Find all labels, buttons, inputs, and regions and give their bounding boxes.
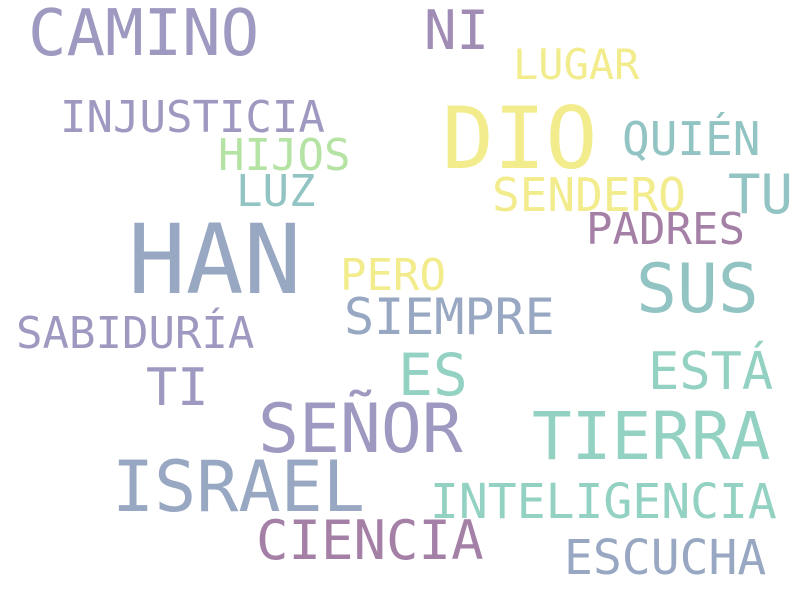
word-siempre: SIEMPRE (344, 288, 555, 346)
word-quien: QUIÉN (622, 112, 761, 166)
word-sendero: SENDERO (492, 168, 686, 222)
word-esta: ESTÁ (648, 342, 774, 402)
word-han: HAN (128, 204, 302, 316)
word-injusticia: INJUSTICIA (60, 92, 325, 143)
word-padres: PADRES (586, 204, 745, 255)
word-lugar: LUGAR (513, 40, 640, 89)
word-ti: TI (146, 358, 209, 418)
word-camino: CAMINO (28, 0, 260, 71)
word-ciencia: CIENCIA (256, 509, 484, 572)
word-sus: SUS (636, 250, 759, 329)
word-luz: LUZ (236, 166, 316, 217)
word-inteligencia: INTELIGENCIA (430, 474, 777, 530)
word-hijos: HIJOS (218, 130, 351, 181)
word-pero: PERO (340, 250, 446, 301)
word-es: ES (398, 341, 468, 409)
word-sabiduria: SABIDURÍA (16, 308, 255, 359)
word-tu: TU (728, 163, 794, 226)
word-israel: ISRAEL (112, 446, 365, 528)
word-escucha: ESCUCHA (564, 530, 767, 586)
word-senor: SEÑOR (258, 390, 463, 469)
word-ni: NI (424, 0, 490, 62)
word-tierra: TIERRA (532, 398, 771, 475)
word-dio: DIO (442, 89, 598, 189)
